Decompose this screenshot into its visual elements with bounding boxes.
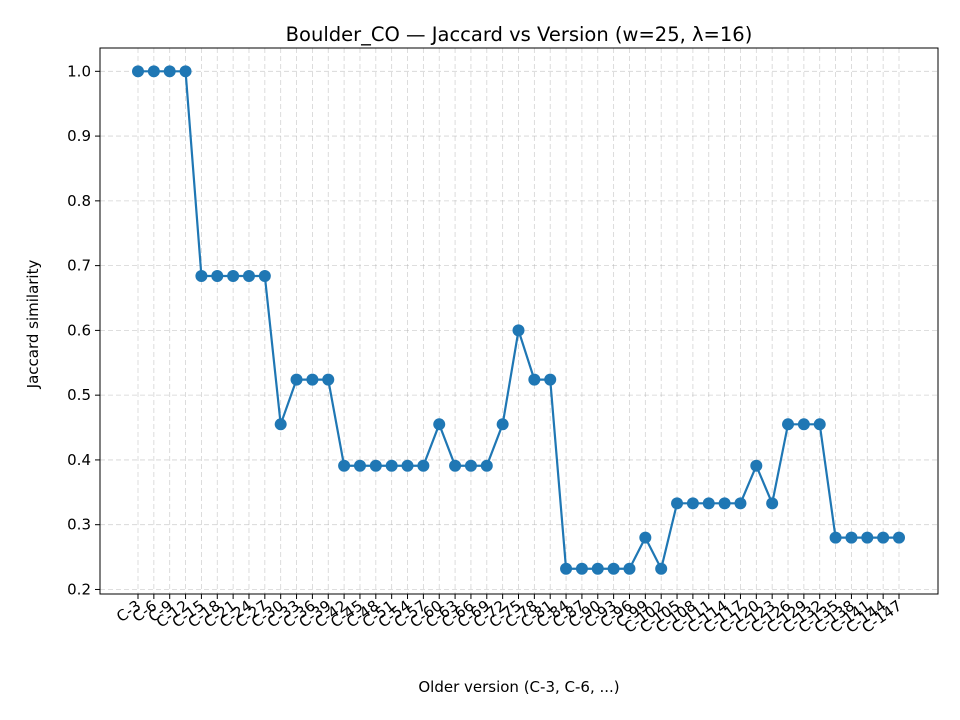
data-point xyxy=(655,562,668,575)
data-point xyxy=(845,531,858,544)
data-point xyxy=(702,497,715,510)
data-point xyxy=(575,562,588,575)
data-point xyxy=(353,459,366,472)
data-point xyxy=(417,459,430,472)
data-point xyxy=(433,418,446,431)
data-point xyxy=(211,269,224,282)
data-point xyxy=(338,459,351,472)
series-layer xyxy=(132,65,905,575)
data-point xyxy=(591,562,604,575)
data-point xyxy=(560,562,573,575)
data-point xyxy=(449,459,462,472)
data-point xyxy=(718,497,731,510)
data-point xyxy=(132,65,144,78)
data-point xyxy=(623,562,636,575)
data-point xyxy=(464,459,477,472)
data-point xyxy=(544,373,557,386)
data-point xyxy=(369,459,382,472)
plot-frame xyxy=(99,47,939,595)
chart-title: Boulder_CO — Jaccard vs Version (w=25, λ… xyxy=(286,23,753,46)
data-point xyxy=(179,65,192,78)
grid-layer xyxy=(100,48,938,594)
data-point xyxy=(258,269,271,282)
data-point xyxy=(290,373,303,386)
data-point xyxy=(163,65,176,78)
data-point xyxy=(528,373,541,386)
data-point xyxy=(512,324,525,337)
data-point xyxy=(861,531,874,544)
y-tick-label: 0.2 xyxy=(67,580,91,598)
data-point xyxy=(496,418,509,431)
y-axis-label: Jaccard similarity xyxy=(24,260,42,390)
data-point xyxy=(782,418,795,431)
data-point xyxy=(639,531,652,544)
data-point xyxy=(322,373,335,386)
axes-layer: 0.20.30.40.50.60.70.80.91.0C-3C-6C-9C-12… xyxy=(67,62,905,637)
data-point xyxy=(242,269,255,282)
y-tick-label: 0.6 xyxy=(67,321,91,339)
data-point xyxy=(797,418,810,431)
data-point xyxy=(306,373,319,386)
data-point xyxy=(385,459,398,472)
y-tick-label: 0.3 xyxy=(67,516,91,534)
data-point xyxy=(877,531,890,544)
data-point xyxy=(671,497,684,510)
y-tick-label: 1.0 xyxy=(67,62,91,80)
y-tick-label: 0.8 xyxy=(67,192,91,210)
data-point xyxy=(274,418,287,431)
data-point xyxy=(813,418,826,431)
data-point xyxy=(829,531,842,544)
x-axis-label: Older version (C-3, C-6, ...) xyxy=(418,678,619,696)
y-tick-label: 0.7 xyxy=(67,257,91,275)
data-point xyxy=(766,497,779,510)
data-point xyxy=(227,269,240,282)
data-point xyxy=(750,459,763,472)
data-point xyxy=(686,497,699,510)
data-point xyxy=(734,497,747,510)
data-point xyxy=(147,65,160,78)
data-point xyxy=(893,531,905,544)
data-point xyxy=(607,562,620,575)
data-point xyxy=(401,459,414,472)
y-tick-label: 0.4 xyxy=(67,451,91,469)
y-tick-label: 0.5 xyxy=(67,386,91,404)
data-point xyxy=(195,269,208,282)
y-tick-label: 0.9 xyxy=(67,127,91,145)
data-point xyxy=(480,459,493,472)
